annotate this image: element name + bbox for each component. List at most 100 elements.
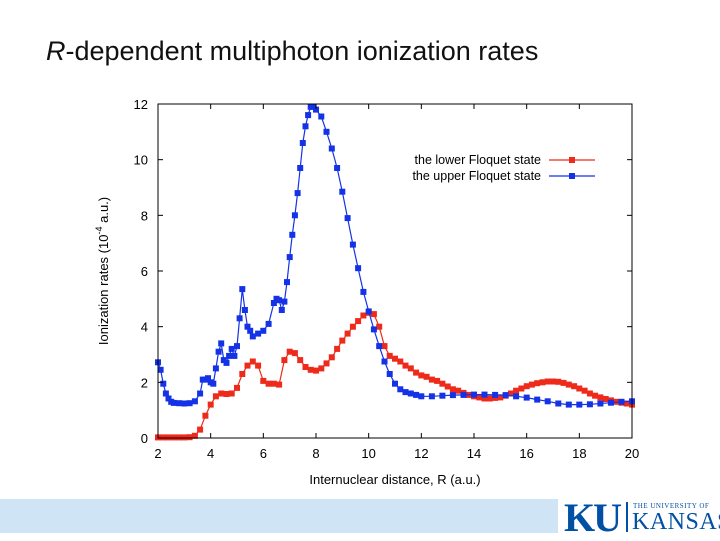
- data-point: [291, 212, 298, 219]
- data-point: [334, 345, 341, 352]
- legend-marker-lower: [569, 157, 575, 163]
- data-point: [418, 372, 425, 379]
- data-point: [202, 412, 209, 419]
- university-logo: KU THE UNIVERSITY OF KANSAS: [560, 494, 720, 540]
- data-point: [402, 389, 409, 396]
- data-point: [376, 323, 383, 330]
- data-point: [418, 393, 425, 400]
- data-point: [328, 145, 335, 152]
- data-point: [444, 383, 451, 390]
- data-point: [278, 307, 285, 313]
- data-point: [249, 333, 256, 340]
- data-point: [313, 106, 319, 113]
- data-point: [376, 343, 383, 350]
- data-point: [281, 357, 288, 364]
- data-point: [323, 360, 330, 367]
- data-point: [439, 392, 446, 399]
- y-tick-label: 10: [134, 153, 148, 168]
- data-point: [265, 380, 272, 387]
- data-point: [428, 393, 435, 400]
- series-upper: [155, 103, 635, 408]
- data-point: [176, 400, 183, 407]
- data-point: [492, 391, 499, 398]
- data-point: [239, 371, 246, 377]
- data-point: [460, 391, 467, 398]
- data-point: [281, 298, 288, 305]
- data-point: [486, 395, 493, 402]
- data-point: [284, 279, 290, 286]
- data-point: [291, 350, 298, 357]
- y-axis-label-exponent: -4: [94, 227, 104, 235]
- plot-frame: [157, 103, 633, 439]
- data-point: [165, 434, 172, 441]
- data-point: [205, 375, 211, 382]
- data-point: [215, 348, 222, 355]
- data-point: [157, 366, 164, 373]
- data-point: [618, 398, 625, 405]
- data-point: [586, 401, 593, 408]
- data-point: [407, 390, 414, 397]
- data-point: [576, 401, 583, 408]
- data-point: [518, 385, 525, 392]
- data-point: [523, 394, 530, 401]
- y-tick-label: 2: [141, 375, 148, 390]
- data-point: [197, 390, 204, 397]
- data-point: [597, 394, 604, 401]
- data-point: [397, 386, 404, 393]
- data-point: [305, 112, 312, 119]
- slide-title-text: -dependent multiphoton ionization rates: [65, 36, 539, 66]
- data-point: [212, 365, 219, 372]
- data-point: [297, 357, 304, 364]
- data-point: [334, 165, 341, 171]
- series-line: [158, 312, 633, 438]
- data-point: [191, 432, 198, 439]
- data-point: [392, 355, 398, 362]
- legend-label-lower: the lower Floquet state: [415, 153, 542, 167]
- data-point: [236, 315, 243, 322]
- data-point: [534, 396, 541, 403]
- data-point: [218, 390, 225, 397]
- data-point: [413, 391, 420, 398]
- data-point: [228, 345, 235, 352]
- data-point: [302, 364, 309, 370]
- legend: the lower Floquet state the upper Floque…: [412, 153, 595, 183]
- data-point: [502, 392, 509, 399]
- data-point: [565, 381, 572, 388]
- data-point: [186, 400, 193, 407]
- x-tick-label: 2: [154, 446, 161, 461]
- data-point: [255, 362, 262, 369]
- legend-marker-upper: [569, 173, 575, 179]
- data-point: [328, 354, 335, 361]
- data-point: [423, 373, 430, 380]
- data-point: [565, 401, 572, 408]
- logo-university: THE UNIVERSITY OF: [633, 502, 710, 510]
- data-point: [355, 265, 362, 272]
- data-point: [160, 434, 167, 441]
- x-tick-label: 8: [312, 446, 319, 461]
- data-point: [223, 359, 230, 366]
- data-point: [260, 327, 267, 334]
- data-point: [210, 380, 217, 387]
- y-axis-label: Ionization rates (10-4 a.u.): [94, 197, 111, 345]
- data-point: [289, 231, 296, 238]
- data-point: [449, 392, 456, 399]
- data-point: [349, 323, 356, 330]
- y-tick-label: 0: [141, 431, 148, 446]
- data-point: [239, 286, 246, 293]
- data-point: [286, 254, 293, 261]
- x-tick-label: 20: [625, 446, 639, 461]
- data-point: [234, 343, 240, 350]
- data-point: [539, 379, 546, 386]
- x-tick-label: 6: [260, 446, 267, 461]
- data-point: [241, 307, 248, 313]
- data-point: [270, 380, 277, 387]
- data-point: [355, 318, 362, 325]
- data-point: [302, 123, 309, 130]
- x-axis-label: Internuclear distance, R (a.u.): [309, 472, 480, 487]
- data-point: [544, 398, 551, 405]
- x-tick-label: 12: [414, 446, 428, 461]
- data-point: [381, 343, 388, 350]
- data-point: [386, 371, 393, 377]
- data-point: [434, 377, 441, 384]
